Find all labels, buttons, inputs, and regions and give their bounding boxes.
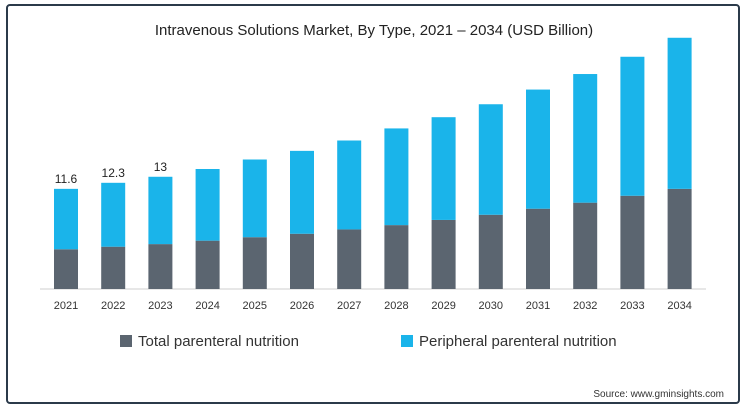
legend-label-peripheral: Peripheral parenteral nutrition	[419, 332, 617, 350]
x-tick-label-2023: 2023	[148, 300, 172, 312]
source-note: Source: www.gminsights.com	[593, 389, 724, 400]
bar-peripheral-2029	[431, 117, 456, 220]
bar-peripheral-2022	[101, 182, 126, 247]
bar-total-2024	[195, 240, 220, 289]
x-tick-label-2021: 2021	[54, 300, 78, 312]
x-tick-label-2031: 2031	[526, 300, 550, 312]
bar-peripheral-2021	[54, 188, 78, 250]
data-label-2023: 13	[154, 160, 168, 174]
bar-peripheral-2024	[195, 168, 220, 241]
x-tick-label-2030: 2030	[479, 300, 503, 312]
data-label-2021: 11.6	[55, 172, 78, 186]
x-tick-label-2025: 2025	[243, 300, 267, 312]
x-tick-label-2024: 2024	[195, 300, 219, 312]
legend-swatch-peripheral	[401, 335, 413, 347]
x-tick-label-2032: 2032	[573, 300, 597, 312]
bar-peripheral-2030	[478, 104, 503, 215]
bar-total-2032	[573, 202, 598, 289]
bar-total-2033	[620, 195, 645, 289]
bar-total-2026	[290, 233, 314, 289]
bar-total-2030	[478, 214, 503, 289]
bar-peripheral-2023	[148, 176, 173, 245]
bar-total-2034	[667, 188, 692, 289]
bar-total-2025	[242, 237, 267, 289]
bar-peripheral-2027	[337, 140, 362, 230]
bar-peripheral-2028	[384, 128, 409, 226]
x-tick-label-2028: 2028	[384, 300, 408, 312]
x-tick-label-2033: 2033	[620, 300, 644, 312]
bar-peripheral-2025	[242, 159, 267, 238]
x-tick-label-2034: 2034	[667, 300, 691, 312]
bar-peripheral-2026	[290, 150, 314, 234]
bar-peripheral-2034	[667, 37, 692, 189]
legend-swatch-total	[120, 335, 132, 347]
x-tick-label-2026: 2026	[290, 300, 314, 312]
bar-total-2027	[337, 229, 362, 289]
legend-item-peripheral-parenteral: Peripheral parenteral nutrition	[401, 330, 617, 352]
bar-total-2023	[148, 244, 173, 289]
bar-total-2029	[431, 219, 456, 289]
x-tick-label-2022: 2022	[101, 300, 125, 312]
bar-peripheral-2031	[526, 89, 550, 209]
bar-peripheral-2032	[573, 74, 598, 203]
legend-label-total: Total parenteral nutrition	[138, 332, 299, 350]
bar-total-2021	[54, 249, 78, 289]
bar-total-2031	[526, 208, 550, 289]
chart-title: Intravenous Solutions Market, By Type, 2…	[154, 22, 594, 39]
bar-peripheral-2033	[620, 56, 645, 196]
legend-item-total-parenteral: Total parenteral nutrition	[120, 330, 299, 352]
x-tick-label-2029: 2029	[431, 300, 455, 312]
data-label-2022: 12.3	[102, 166, 126, 180]
x-tick-label-2027: 2027	[337, 300, 361, 312]
bar-total-2022	[101, 246, 126, 289]
bar-total-2028	[384, 225, 409, 289]
